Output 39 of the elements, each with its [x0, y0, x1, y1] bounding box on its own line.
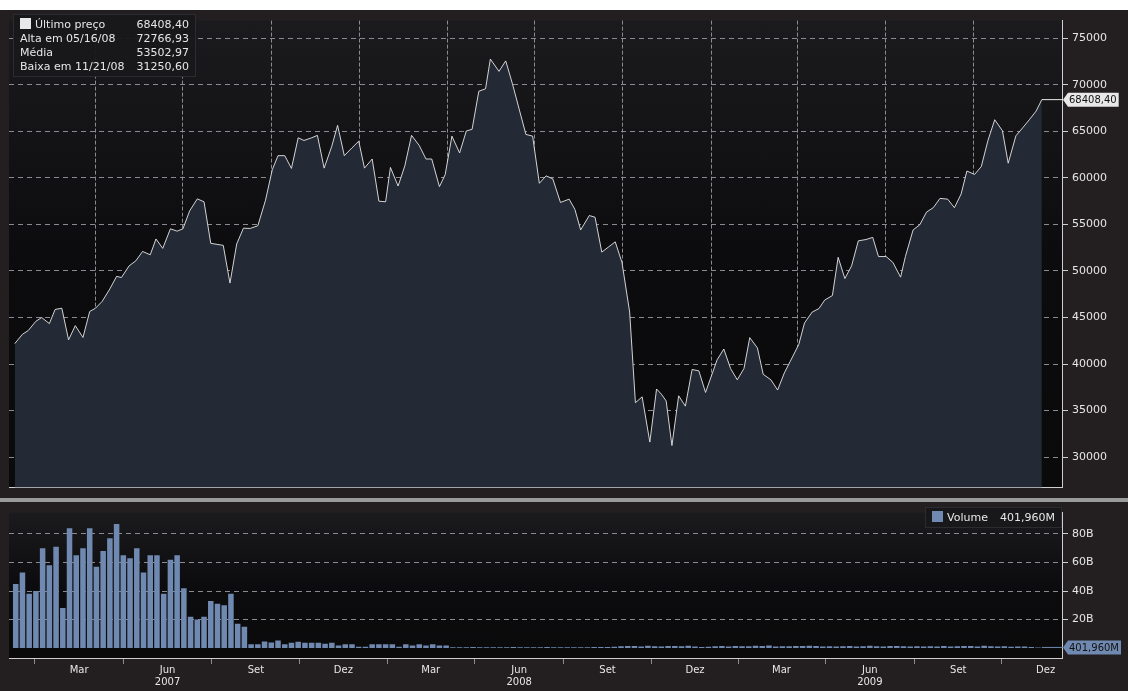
y-tick-label: 55000 [1072, 217, 1107, 231]
x-tick-label: Mar [421, 664, 442, 676]
y-tick-label: 65000 [1072, 124, 1107, 138]
x-tick-label: Mar [69, 664, 90, 676]
x-tick-label: Set [247, 664, 265, 676]
annotation: Baixa em 11/21/08 [20, 60, 125, 73]
y-tick-label: 50000 [1072, 263, 1107, 277]
y-tick-label: 45000 [1072, 310, 1107, 324]
bar [12, 583, 19, 649]
x-tick-label: Jun 2007 [154, 664, 181, 687]
x-tick-label: Dez [685, 664, 705, 676]
y-tick-label: 60000 [1072, 170, 1107, 184]
x-tick-label: Jun 2009 [857, 664, 883, 687]
y-tick-label: 35000 [1072, 403, 1107, 417]
annotation: 68408,40 [136, 18, 189, 31]
x-tick-label: Set [950, 664, 967, 676]
annotation: 401,960M [1069, 642, 1119, 654]
y-tick-label: 75000 [1072, 31, 1107, 45]
y-tick-label: 60B [1072, 555, 1094, 569]
y-tick-label: 70000 [1072, 77, 1107, 91]
y-tick-label: 40B [1072, 583, 1094, 597]
annotation: 72766,93 [136, 32, 189, 45]
annotation: 401,960M [1000, 511, 1055, 524]
annotation: 53502,97 [136, 46, 189, 59]
legend-label: Último preço [34, 18, 107, 31]
y-tick-label: 30000 [1072, 450, 1107, 464]
y-tick-label: 20B [1072, 612, 1094, 626]
x-tick-label: Mar [772, 664, 792, 676]
x-tick-label: Dez [333, 664, 353, 676]
x-tick-label: Jun 2008 [506, 664, 532, 687]
annotation: Média [20, 46, 55, 59]
y-tick-label: 40000 [1072, 356, 1107, 370]
annotation: 31250,60 [136, 60, 189, 73]
x-tick-label: Dez [1036, 664, 1056, 676]
y-tick-label: 80B [1072, 526, 1094, 540]
annotation: 68408,40 [1069, 94, 1117, 106]
x-tick-label: Set [599, 664, 616, 676]
annotation: Alta em 05/16/08 [20, 32, 117, 45]
legend-label: Volume [946, 511, 989, 524]
